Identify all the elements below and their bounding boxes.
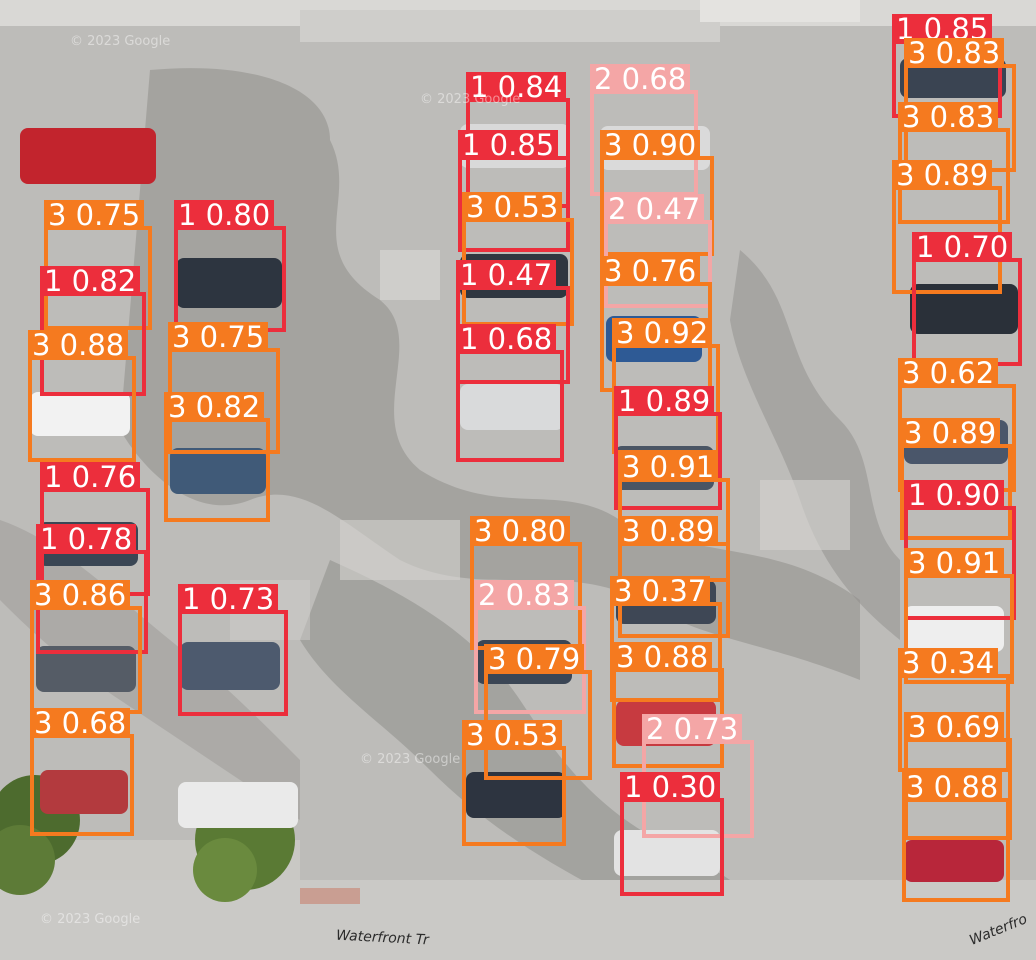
detection-box: 3 0.34 bbox=[898, 648, 1010, 772]
detection-box: 3 0.86 bbox=[30, 580, 142, 714]
detection-label: 1 0.82 bbox=[40, 266, 141, 296]
detection-label: 1 0.89 bbox=[614, 386, 715, 416]
detection-box: 1 0.90 bbox=[904, 480, 1016, 620]
detection-label: 3 0.89 bbox=[618, 516, 719, 546]
detection-label: 3 0.82 bbox=[164, 392, 265, 422]
detection-box: 3 0.68 bbox=[30, 708, 134, 836]
detection-box: 1 0.82 bbox=[40, 266, 146, 396]
detection-box: 1 0.89 bbox=[614, 386, 722, 510]
watermark: © 2023 Google bbox=[420, 92, 521, 107]
detection-box: 1 0.78 bbox=[36, 524, 148, 654]
detection-label: 1 0.80 bbox=[174, 200, 275, 230]
detection-box: 1 0.70 bbox=[912, 232, 1022, 366]
detection-label: 3 0.53 bbox=[462, 192, 563, 222]
detection-label: 1 0.76 bbox=[40, 462, 141, 492]
detection-label: 1 0.68 bbox=[456, 324, 557, 354]
detection-label: 2 0.47 bbox=[604, 194, 705, 224]
detection-label: 3 0.68 bbox=[30, 708, 131, 738]
detection-box: 2 0.73 bbox=[642, 714, 754, 838]
detection-box: 3 0.82 bbox=[164, 392, 270, 522]
detection-box: 3 0.88 bbox=[902, 772, 1010, 902]
detection-label: 2 0.68 bbox=[590, 64, 691, 94]
detection-box: 3 0.88 bbox=[28, 330, 136, 462]
detection-label: 3 0.34 bbox=[898, 648, 999, 678]
detection-label: 1 0.30 bbox=[620, 772, 721, 802]
detection-label: 1 0.78 bbox=[36, 524, 137, 554]
detection-box: 1 0.85 bbox=[458, 130, 570, 252]
detection-label: 3 0.88 bbox=[28, 330, 129, 360]
detection-label: 2 0.73 bbox=[642, 714, 743, 744]
detection-label: 3 0.92 bbox=[612, 318, 713, 348]
detection-box: 1 0.30 bbox=[620, 772, 724, 896]
detection-box: 1 0.68 bbox=[456, 324, 564, 462]
detection-label: 3 0.79 bbox=[484, 644, 585, 674]
watermark: © 2023 Google bbox=[360, 752, 461, 767]
detection-label: 3 0.88 bbox=[902, 772, 1003, 802]
detection-label: 3 0.90 bbox=[600, 130, 701, 160]
detection-label: 3 0.75 bbox=[44, 200, 145, 230]
watermark: © 2023 Google bbox=[40, 912, 141, 927]
detection-label: 1 0.70 bbox=[912, 232, 1013, 262]
detection-label: 3 0.53 bbox=[462, 720, 563, 750]
detection-box: 3 0.62 bbox=[898, 358, 1016, 492]
detection-box: 3 0.69 bbox=[904, 712, 1012, 840]
detection-label: 3 0.88 bbox=[612, 642, 713, 672]
detection-box: 3 0.89 bbox=[892, 160, 1002, 294]
detection-box: 3 0.91 bbox=[904, 548, 1014, 684]
detection-label: 1 0.90 bbox=[904, 480, 1005, 510]
detection-label: 3 0.89 bbox=[892, 160, 993, 190]
detection-label: 3 0.83 bbox=[904, 38, 1005, 68]
detection-box: 3 0.89 bbox=[900, 418, 1012, 540]
detection-label: 3 0.80 bbox=[470, 516, 571, 546]
detection-label: 3 0.37 bbox=[610, 576, 711, 606]
detection-label: 1 0.85 bbox=[458, 130, 559, 160]
detection-label: 1 0.84 bbox=[466, 72, 567, 102]
detection-label: 1 0.73 bbox=[178, 584, 279, 614]
detection-box: 3 0.79 bbox=[484, 644, 592, 780]
detection-label: 3 0.86 bbox=[30, 580, 131, 610]
detection-label: 3 0.83 bbox=[898, 102, 999, 132]
watermark: © 2023 Google bbox=[70, 34, 171, 49]
detection-box: 3 0.53 bbox=[462, 720, 566, 846]
detection-box: 3 0.75 bbox=[44, 200, 152, 330]
detection-label: 2 0.83 bbox=[474, 580, 575, 610]
detection-label: 3 0.76 bbox=[600, 256, 701, 286]
detection-box: 1 0.80 bbox=[174, 200, 286, 332]
detection-label: 3 0.69 bbox=[904, 712, 1005, 742]
detection-label: 3 0.89 bbox=[900, 418, 1001, 448]
detection-box: 1 0.73 bbox=[178, 584, 288, 716]
detection-label: 3 0.91 bbox=[904, 548, 1005, 578]
detection-box: 2 0.47 bbox=[604, 194, 712, 308]
detection-label: 3 0.91 bbox=[618, 452, 719, 482]
detection-label: 1 0.47 bbox=[456, 260, 557, 290]
detection-box: 3 0.90 bbox=[600, 130, 714, 256]
detection-label: 3 0.62 bbox=[898, 358, 999, 388]
detection-label: 3 0.75 bbox=[168, 322, 269, 352]
